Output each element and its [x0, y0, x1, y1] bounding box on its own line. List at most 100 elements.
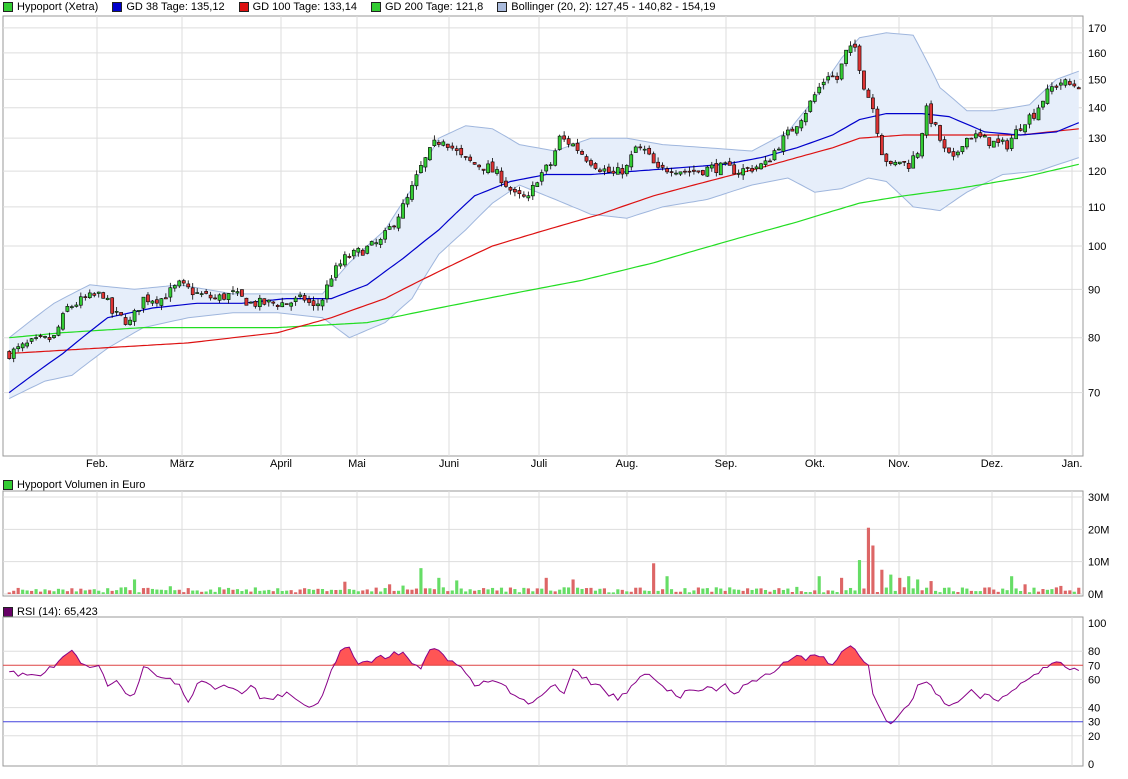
candle	[481, 168, 486, 175]
candle	[29, 337, 34, 345]
candle-body	[1018, 128, 1023, 131]
volume-bar	[150, 588, 155, 594]
volume-bar	[446, 591, 450, 594]
candle	[374, 238, 379, 247]
candle	[186, 280, 191, 290]
volume-bar	[884, 587, 888, 594]
candle	[709, 161, 714, 172]
volume-bar	[817, 576, 821, 594]
volume-bar	[696, 587, 700, 594]
candle-body	[803, 113, 808, 123]
volume-bar	[155, 589, 159, 594]
candle-body	[781, 135, 786, 152]
legend-item-gd100[interactable]: GD 100 Tage: 133,14	[238, 1, 357, 13]
candle	[750, 164, 754, 174]
candle	[794, 126, 799, 136]
candle	[105, 295, 110, 301]
volume-bar	[853, 590, 857, 594]
candle	[1000, 137, 1005, 145]
legend-item-gd38[interactable]: GD 38 Tage: 135,12	[112, 1, 225, 13]
legend-item-hypoport[interactable]: Hypoport (Xetra)	[3, 1, 98, 13]
y-tick-label: 110	[1088, 202, 1106, 214]
candle	[150, 299, 155, 306]
candle-body	[7, 351, 12, 359]
volume-bar	[625, 591, 629, 594]
x-tick-label: Juni	[439, 458, 459, 470]
volume-bar	[683, 588, 687, 594]
candle	[34, 334, 38, 341]
candle-body	[472, 162, 477, 165]
candle	[1058, 78, 1063, 90]
candle	[11, 347, 16, 363]
volume-bar	[495, 590, 499, 594]
candle-body	[973, 133, 978, 139]
legend-item-volume[interactable]: Hypoport Volumen in Euro	[3, 479, 145, 491]
volume-bar	[741, 590, 745, 594]
candle-body	[924, 105, 929, 136]
candle-body	[969, 137, 974, 140]
candle-body	[888, 160, 893, 165]
candle	[52, 335, 56, 340]
candle	[222, 292, 226, 301]
x-tick-label: Nov.	[888, 458, 910, 470]
volume-bar	[732, 589, 736, 594]
candle	[893, 160, 898, 167]
candle	[96, 291, 101, 298]
candle-body	[240, 289, 244, 297]
legend-item-gd200[interactable]: GD 200 Tage: 121,8	[370, 1, 483, 13]
candle-body	[208, 294, 213, 299]
y-tick-label: 90	[1088, 284, 1100, 296]
candle	[266, 299, 271, 307]
candle	[557, 134, 562, 151]
volume-bar	[88, 589, 92, 594]
candle-body	[530, 185, 535, 197]
volume-bar	[356, 591, 360, 594]
candle	[155, 296, 159, 307]
candle-body	[334, 265, 338, 278]
x-tick-label: Aug.	[616, 458, 639, 470]
candle	[862, 70, 866, 91]
volume-bar	[128, 590, 132, 594]
candle-body	[378, 239, 383, 245]
candle	[615, 162, 620, 175]
candle	[906, 159, 911, 172]
candle	[226, 293, 231, 304]
candle	[803, 109, 808, 126]
volume-bar	[504, 591, 508, 594]
y-tick-label: 130	[1088, 133, 1106, 145]
candle	[535, 181, 540, 187]
candle-body	[669, 171, 674, 173]
volume-bar	[423, 588, 427, 594]
volume-bar	[173, 590, 177, 594]
candle-body	[893, 161, 898, 166]
candle-body	[624, 165, 629, 175]
volume-bar	[562, 587, 566, 594]
candle	[526, 191, 531, 202]
candle	[902, 160, 907, 167]
volume-bar	[231, 589, 235, 594]
candle-body	[638, 146, 643, 149]
volume-bar	[951, 591, 956, 594]
candle-body	[450, 145, 455, 149]
volume-bar	[531, 591, 535, 594]
candle-body	[65, 306, 70, 312]
candle-body	[777, 148, 781, 151]
candle	[338, 259, 343, 269]
candle	[141, 296, 146, 313]
candle-body	[1041, 100, 1045, 108]
candle-body	[566, 138, 571, 145]
volume-bar	[540, 588, 544, 594]
candle	[714, 158, 719, 177]
volume-bar	[486, 589, 490, 594]
legend-label: Hypoport Volumen in Euro	[17, 479, 146, 491]
y-tick-label: 100	[1088, 241, 1106, 253]
candle-body	[222, 293, 226, 300]
legend-item-bollinger[interactable]: Bollinger (20, 2): 127,45 - 140,82 - 154…	[497, 1, 715, 13]
volume-bar	[419, 568, 423, 594]
y-tick-label: 80	[1088, 333, 1100, 345]
candle-body	[884, 153, 889, 162]
candle	[87, 289, 92, 299]
x-tick-label: April	[270, 458, 292, 470]
volume-bar	[280, 591, 284, 594]
volume-bar	[831, 590, 835, 594]
